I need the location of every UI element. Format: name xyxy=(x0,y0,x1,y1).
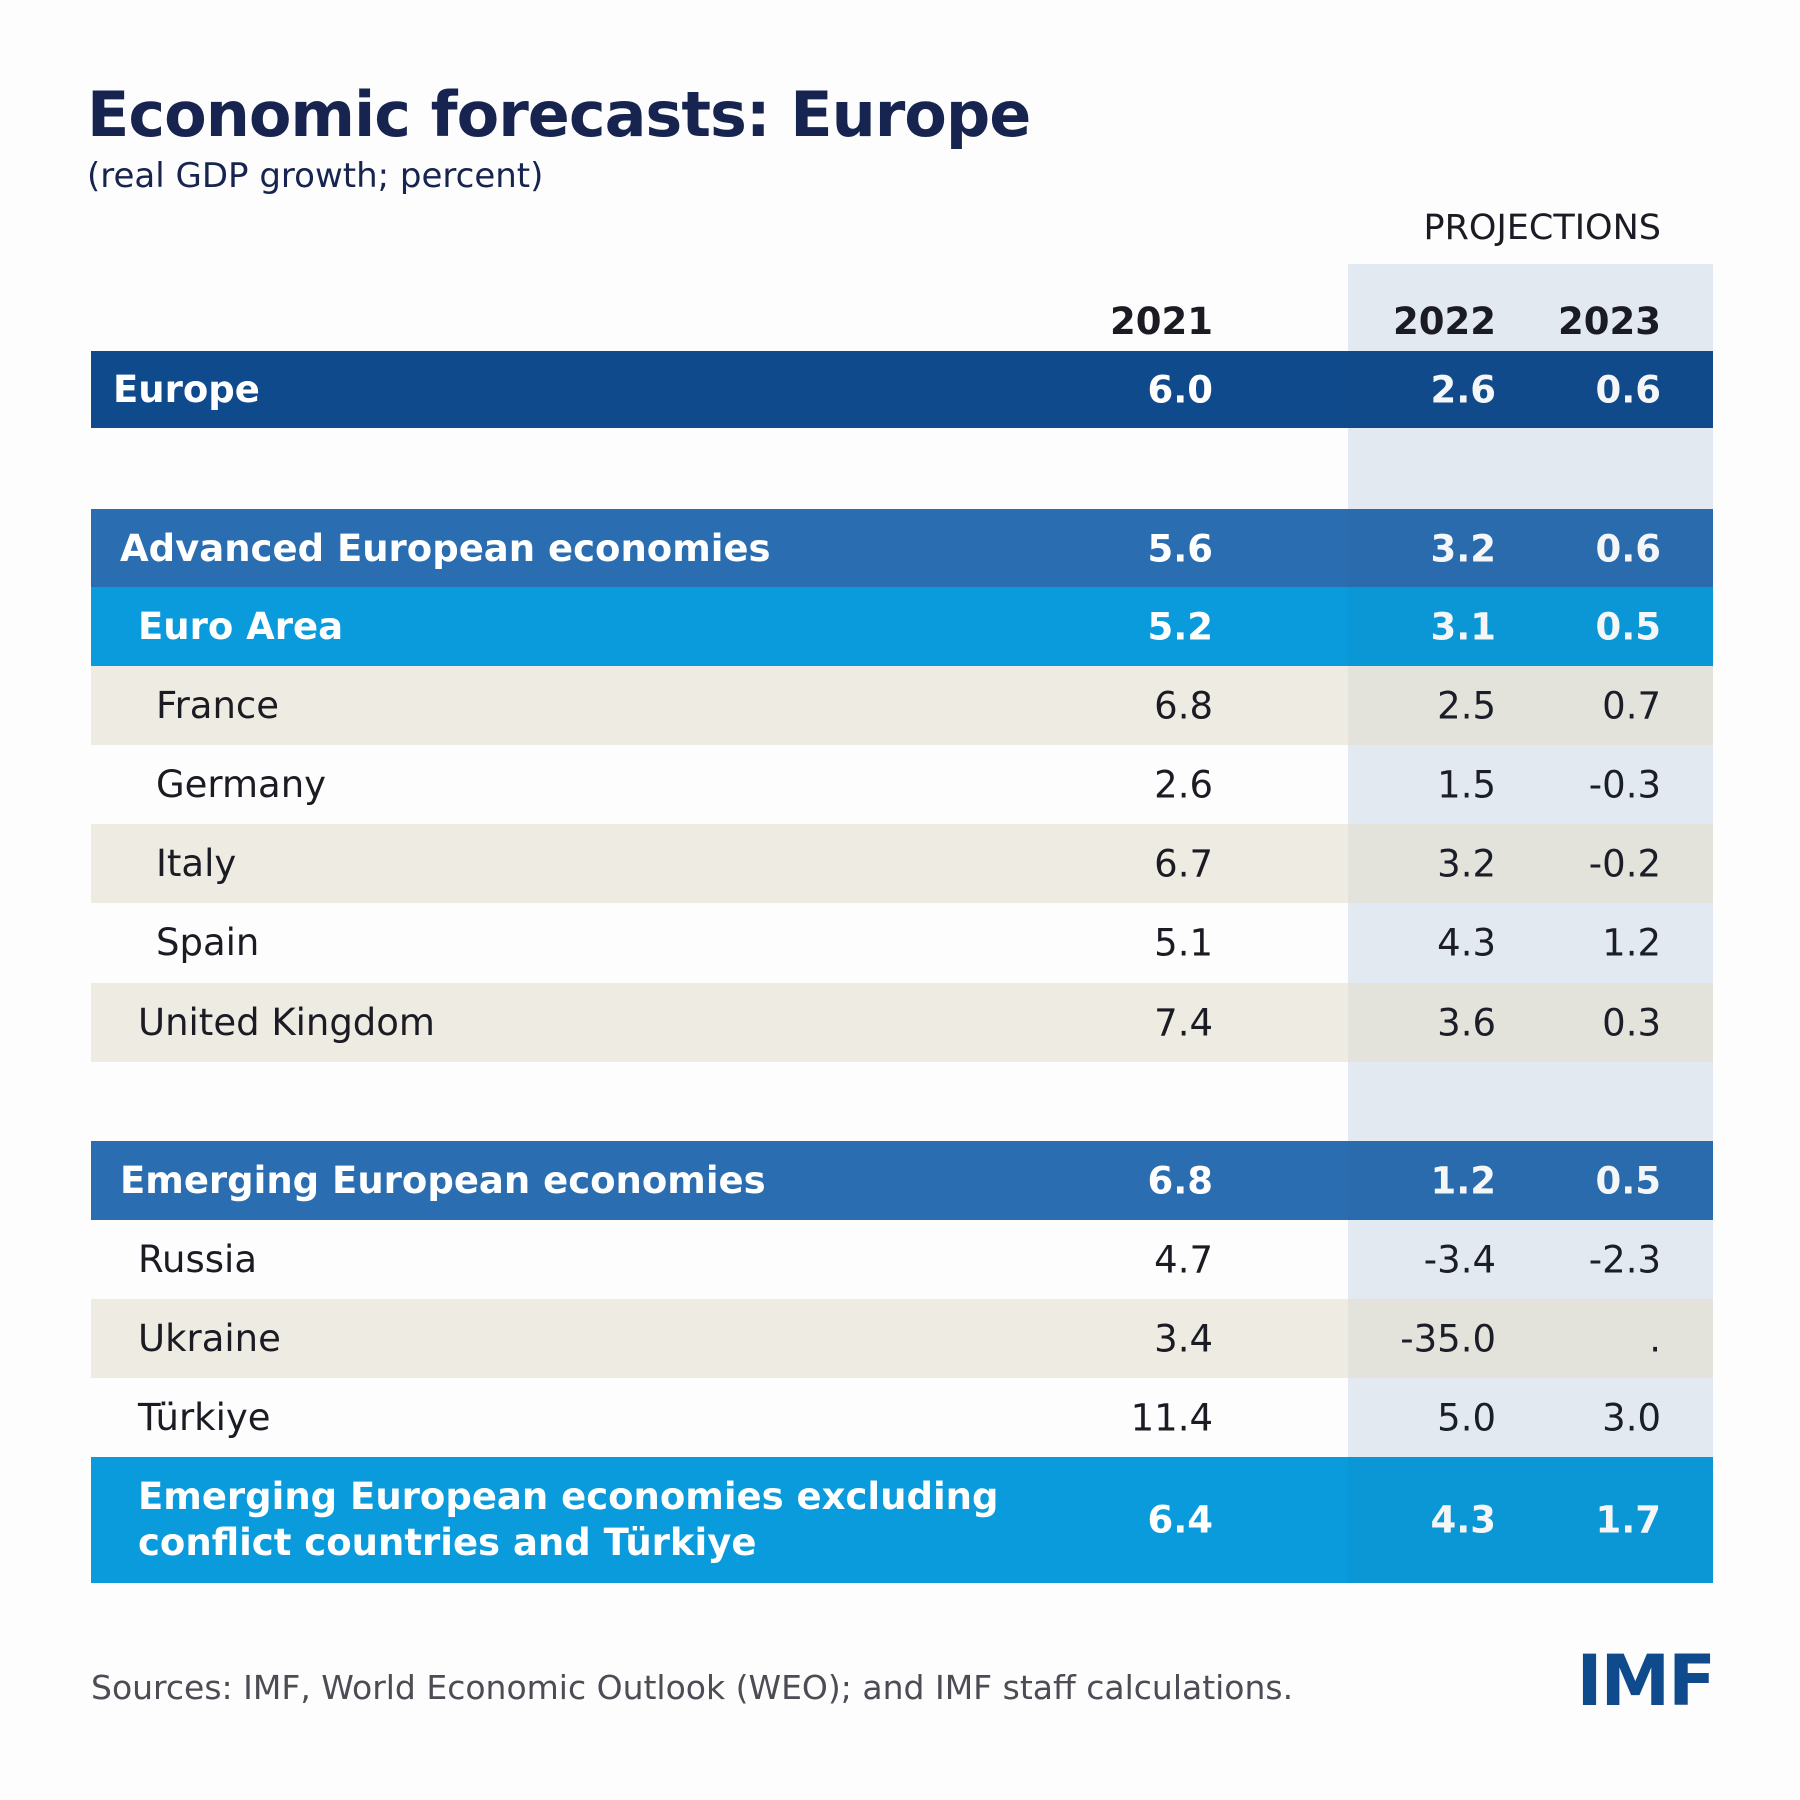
column-header: 2022 xyxy=(1393,300,1496,343)
cell-value: -35.0 xyxy=(1400,1317,1496,1360)
logo: IMF xyxy=(1576,1640,1716,1722)
table-row: Europe 6.0 2.6 0.6 xyxy=(91,351,1713,428)
table-row: Italy 6.7 3.2 -0.2 xyxy=(91,824,1713,903)
cell-value: 3.0 xyxy=(1602,1396,1661,1439)
cell-value: 3.2 xyxy=(1437,842,1496,885)
source-note: Sources: IMF, World Economic Outlook (WE… xyxy=(91,1668,1294,1707)
column-header: 2023 xyxy=(1558,300,1661,343)
table-row: Emerging European economies excluding co… xyxy=(91,1457,1713,1583)
cell-value: 7.4 xyxy=(1154,1001,1213,1044)
row-label: Russia xyxy=(138,1237,258,1281)
table-row: Spain 5.1 4.3 1.2 xyxy=(91,903,1713,982)
cell-value: . xyxy=(1649,1317,1661,1360)
cell-value: 5.2 xyxy=(1147,605,1213,648)
row-label: Emerging European economies excluding co… xyxy=(138,1475,999,1564)
row-label: Italy xyxy=(156,841,237,885)
cell-value: 1.7 xyxy=(1595,1498,1661,1542)
row-label: Advanced European economies xyxy=(120,526,771,570)
cell-value: 5.0 xyxy=(1437,1396,1496,1439)
cell-value: 1.2 xyxy=(1602,921,1661,964)
cell-value: 6.4 xyxy=(1147,1498,1213,1542)
group-label: PROJECTIONS xyxy=(1423,208,1662,248)
cell-value: 6.8 xyxy=(1147,1159,1213,1202)
cell-value: 4.3 xyxy=(1437,921,1496,964)
cell-value: -3.4 xyxy=(1423,1238,1496,1281)
table-row: Euro Area 5.2 3.1 0.5 xyxy=(91,587,1713,666)
row-label: Spain xyxy=(156,920,260,964)
cell-value: 11.4 xyxy=(1130,1396,1213,1439)
cell-value: 0.6 xyxy=(1595,527,1661,570)
table-row: Emerging European economies 6.8 1.2 0.5 xyxy=(91,1141,1713,1220)
row-label: Emerging European economies xyxy=(120,1158,766,1202)
cell-value: 3.4 xyxy=(1154,1317,1213,1360)
title: Economic forecasts: Europe xyxy=(87,78,1031,151)
row-label: United Kingdom xyxy=(138,1000,435,1044)
cell-value: 3.6 xyxy=(1437,1001,1496,1044)
cell-value: 0.5 xyxy=(1595,1159,1661,1202)
subtitle: (real GDP growth; percent) xyxy=(87,156,544,196)
cell-value: -0.2 xyxy=(1588,842,1661,885)
cell-value: 6.0 xyxy=(1147,368,1213,411)
table-row: Advanced European economies 5.6 3.2 0.6 xyxy=(91,509,1713,588)
cell-value: 1.5 xyxy=(1437,763,1496,806)
cell-value: 5.6 xyxy=(1147,527,1213,570)
cell-value: 0.5 xyxy=(1595,605,1661,648)
table-row: Ukraine 3.4 -35.0. xyxy=(91,1299,1713,1378)
cell-value: 6.8 xyxy=(1154,684,1213,727)
cell-value: 3.2 xyxy=(1430,527,1496,570)
table-row: Germany 2.6 1.5 -0.3 xyxy=(91,745,1713,824)
column-header: 2021 xyxy=(1110,300,1213,343)
row-label: Ukraine xyxy=(138,1316,281,1360)
cell-value: 3.1 xyxy=(1430,605,1496,648)
table-row: Russia 4.7 -3.4 -2.3 xyxy=(91,1220,1713,1299)
row-label: Germany xyxy=(156,762,327,806)
row-label: Euro Area xyxy=(138,604,344,648)
cell-value: 2.6 xyxy=(1154,763,1213,806)
cell-value: 2.6 xyxy=(1430,368,1496,411)
cell-value: 0.3 xyxy=(1602,1001,1661,1044)
table-row: United Kingdom 7.4 3.6 0.3 xyxy=(91,983,1713,1062)
cell-value: -2.3 xyxy=(1588,1238,1661,1281)
row-label: Europe xyxy=(113,367,260,411)
cell-value: -0.3 xyxy=(1588,763,1661,806)
table-row: France 6.8 2.5 0.7 xyxy=(91,666,1713,745)
cell-value: 0.6 xyxy=(1595,368,1661,411)
cell-value: 5.1 xyxy=(1154,921,1213,964)
cell-value: 1.2 xyxy=(1430,1159,1496,1202)
row-label: Türkiye xyxy=(138,1395,271,1439)
table-row: Türkiye 11.4 5.0 3.0 xyxy=(91,1378,1713,1457)
cell-value: 4.3 xyxy=(1430,1498,1496,1542)
row-label: France xyxy=(156,683,280,727)
cell-value: 2.5 xyxy=(1437,684,1496,727)
cell-value: 4.7 xyxy=(1154,1238,1213,1281)
cell-value: 6.7 xyxy=(1154,842,1213,885)
cell-value: 0.7 xyxy=(1602,684,1661,727)
